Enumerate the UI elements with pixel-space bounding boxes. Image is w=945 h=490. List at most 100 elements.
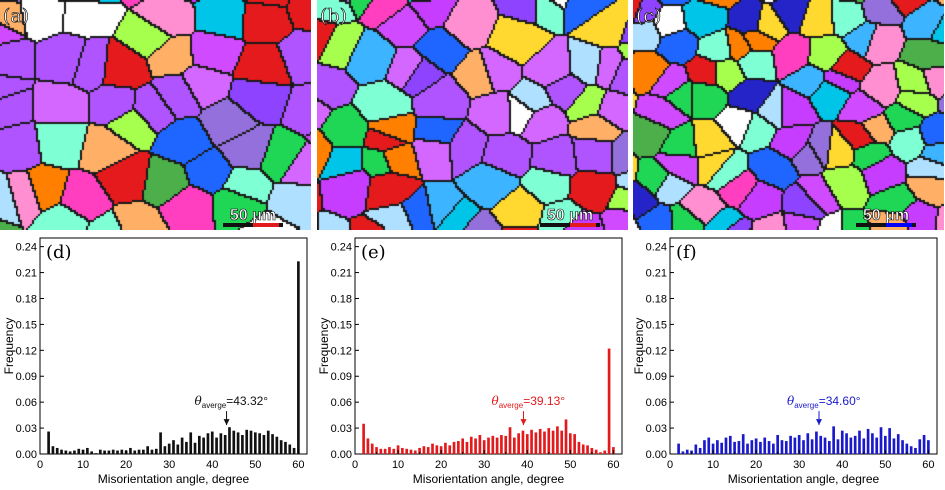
bar: [733, 441, 736, 454]
bar: [793, 437, 797, 454]
bar: [922, 434, 926, 454]
x-tick-label: 20: [120, 459, 132, 471]
panel-label: (d): [46, 242, 72, 263]
bar: [866, 428, 870, 454]
x-tick-label: 60: [607, 459, 619, 471]
ebsd-map-a: (a) 50 μm: [0, 0, 311, 230]
bar: [525, 434, 529, 454]
bar: [176, 444, 180, 454]
y-axis-label: Frequency: [317, 318, 331, 375]
bar: [245, 429, 249, 454]
ebsd-svg: (a) 50 μm: [0, 0, 311, 230]
bar: [517, 433, 520, 454]
bar: [763, 437, 767, 454]
x-tick-label: 30: [163, 459, 175, 471]
bar: [482, 440, 486, 454]
y-tick-label: 0.06: [16, 397, 37, 409]
bar: [64, 450, 68, 454]
bar: [750, 440, 754, 454]
bar: [150, 449, 154, 454]
annotation-arrowhead: [520, 419, 527, 426]
bar: [163, 446, 167, 454]
bar: [590, 447, 594, 454]
ebsd-map-c: (c) 50 μm: [633, 0, 944, 230]
bar: [819, 435, 823, 454]
chart-svg: 0.00 0.03 0.06 0.09 0.12 0.15 0.18 0.21 0.24 0 10 2…: [2, 237, 308, 486]
panel-label: (c): [636, 5, 661, 27]
bar: [586, 445, 589, 454]
bar: [862, 438, 866, 454]
bar: [292, 447, 296, 454]
x-tick-label: 20: [750, 459, 762, 471]
bar: [137, 449, 141, 454]
bar: [198, 435, 201, 454]
y-tick-label: 0.12: [331, 345, 352, 357]
bar: [677, 443, 680, 454]
bar: [426, 447, 430, 454]
histogram-f: 0.00 0.03 0.06 0.09 0.12 0.15 0.18 0.21 0.24 0 10 2…: [630, 232, 945, 490]
ebsd-svg: (b) 50 μm: [317, 0, 628, 230]
bar: [159, 432, 162, 454]
y-tick-label: 0.00: [331, 449, 352, 461]
bar: [802, 440, 805, 454]
bar: [379, 448, 383, 454]
bar: [573, 434, 576, 454]
bar: [741, 434, 745, 454]
bar: [68, 451, 72, 454]
bar: [879, 427, 883, 454]
bar: [422, 446, 426, 454]
bar: [521, 430, 525, 454]
bar: [51, 446, 55, 454]
bar: [724, 437, 728, 454]
x-tick-label: 0: [667, 459, 673, 471]
bar: [129, 447, 132, 454]
bar: [86, 447, 89, 454]
bar: [146, 446, 149, 454]
bar: [478, 434, 482, 454]
annotation-label: θaverge=34.60°: [787, 394, 861, 410]
bar: [823, 437, 827, 454]
bar: [116, 450, 119, 454]
bar: [556, 426, 559, 454]
bar: [599, 452, 602, 454]
bar: [703, 440, 706, 454]
scale-bar-label: 50 μm: [230, 207, 276, 224]
bar: [210, 431, 214, 454]
bar: [551, 430, 555, 454]
x-tick-label: 40: [521, 459, 533, 471]
bar: [279, 440, 283, 454]
bar: [232, 430, 236, 454]
y-tick-label: 0.15: [646, 319, 667, 331]
x-tick-label: 10: [392, 459, 404, 471]
annotation-label: θaverge=43.32°: [195, 394, 269, 410]
bar: [284, 441, 287, 454]
scale-bar-accent: [253, 223, 279, 227]
bar: [228, 427, 231, 454]
y-tick-label: 0.21: [16, 268, 37, 280]
bar: [685, 449, 689, 454]
bar: [435, 445, 439, 454]
bar: [77, 448, 81, 454]
bar: [892, 438, 896, 454]
bar: [560, 430, 564, 454]
bar: [772, 443, 775, 454]
y-tick-label: 0.03: [16, 423, 37, 435]
bar: [581, 444, 585, 454]
bar: [388, 447, 391, 454]
plot-frame: [669, 237, 938, 455]
y-tick-label: 0.09: [331, 371, 352, 383]
y-tick-label: 0.03: [331, 423, 352, 435]
bar: [223, 434, 227, 454]
bar: [849, 437, 853, 454]
x-tick-label: 40: [206, 459, 218, 471]
chart-svg: 0.00 0.03 0.06 0.09 0.12 0.15 0.18 0.21 0.24 0 10 2…: [317, 237, 623, 486]
bar: [288, 444, 292, 454]
bar: [375, 447, 378, 454]
bar: [888, 428, 891, 454]
bar: [392, 448, 396, 454]
y-tick-label: 0.18: [16, 293, 37, 305]
plot-frame: [354, 237, 623, 455]
bar: [845, 433, 848, 454]
x-tick-label: 30: [793, 459, 805, 471]
bar: [694, 444, 698, 454]
